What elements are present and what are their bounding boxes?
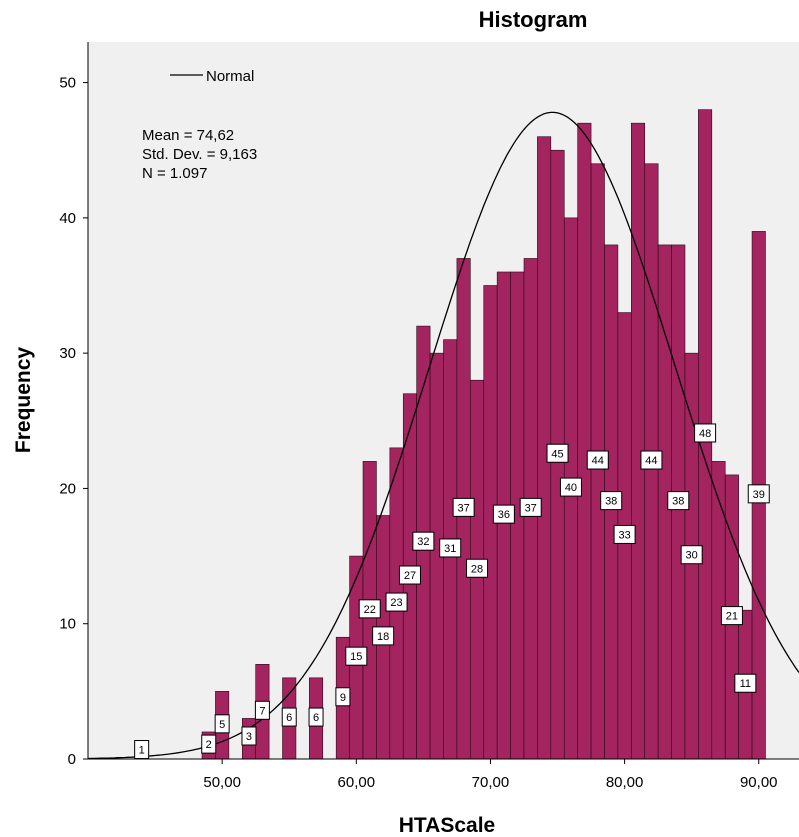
- data-label: 1: [139, 745, 145, 757]
- x-tick-label: 50,00: [203, 774, 241, 791]
- data-label-box: [372, 626, 395, 646]
- data-label-box: [385, 592, 408, 612]
- y-tick-label: 0: [68, 751, 76, 768]
- data-label: 18: [377, 631, 389, 643]
- data-label-box: [254, 700, 270, 720]
- data-label: 6: [313, 712, 319, 724]
- data-label-box: [613, 524, 636, 544]
- data-label-box: [640, 450, 663, 470]
- data-label-box: [412, 531, 435, 551]
- data-label-box: [586, 450, 609, 470]
- y-tick-label: 30: [59, 345, 76, 362]
- data-label-box: [201, 734, 217, 754]
- data-label: 39: [753, 489, 765, 501]
- data-label-box: [439, 538, 462, 558]
- data-label: 11: [740, 678, 751, 690]
- data-label: 30: [686, 550, 698, 562]
- data-label-box: [734, 673, 757, 693]
- data-label: 23: [390, 597, 402, 609]
- x-tick-label: 80,00: [606, 774, 644, 791]
- data-label-box: [694, 423, 717, 443]
- y-axis-title: Frequency: [12, 347, 35, 454]
- data-label: 31: [444, 543, 456, 555]
- data-label: 22: [364, 604, 376, 616]
- data-label: 9: [340, 692, 346, 704]
- data-label-box: [720, 606, 743, 626]
- data-label-box: [308, 707, 324, 727]
- data-label: 27: [404, 570, 416, 582]
- legend-label: Normal: [206, 68, 254, 85]
- data-label: 36: [498, 509, 510, 521]
- y-tick-label: 10: [59, 616, 76, 633]
- data-label-box: [667, 491, 690, 511]
- data-label: 45: [551, 448, 563, 460]
- data-label: 32: [417, 536, 429, 548]
- data-label-box: [600, 491, 623, 511]
- histogram-bar: [631, 122, 646, 760]
- stat-n: N = 1.097: [142, 165, 207, 182]
- y-tick-label: 20: [59, 480, 76, 497]
- data-label: 2: [206, 739, 212, 751]
- data-label: 44: [592, 455, 604, 467]
- data-label: 38: [605, 496, 617, 508]
- x-axis-title: HTAScale: [399, 814, 495, 837]
- data-label: 37: [525, 502, 537, 514]
- y-tick-label: 50: [59, 75, 76, 92]
- data-label-box: [345, 646, 368, 666]
- data-label-box: [241, 726, 257, 746]
- data-label: 48: [699, 428, 711, 440]
- data-label-box: [747, 484, 770, 504]
- x-tick-label: 90,00: [740, 774, 778, 791]
- stat-mean: Mean = 74,62: [142, 127, 234, 144]
- ticks-layer: 50,00 60,00 70,00 80,00 90,00 0 10 20 30 40 50: [59, 75, 777, 791]
- data-label-box: [281, 707, 297, 727]
- y-tick-label: 40: [59, 210, 76, 227]
- data-label: 40: [565, 482, 577, 494]
- data-label-box: [335, 687, 351, 707]
- data-label: 38: [672, 496, 684, 508]
- data-label: 5: [219, 719, 225, 731]
- data-label: 37: [457, 502, 469, 514]
- data-label-box: [398, 565, 421, 585]
- data-label-box: [452, 497, 475, 517]
- data-label-box: [358, 599, 381, 619]
- stat-std-dev: Std. Dev. = 9,163: [142, 146, 257, 163]
- data-label: 21: [726, 611, 738, 623]
- data-label-box: [492, 504, 515, 524]
- data-label-box: [214, 714, 230, 734]
- data-label-box: [559, 477, 582, 497]
- data-label: 44: [645, 455, 657, 467]
- data-label: 33: [618, 529, 630, 541]
- data-label: 7: [259, 705, 265, 717]
- chart-title: Histogram: [479, 7, 588, 32]
- x-tick-label: 60,00: [338, 774, 376, 791]
- data-label-box: [546, 443, 569, 463]
- data-label: 28: [471, 563, 483, 575]
- data-label-box: [466, 558, 489, 578]
- histogram-bar: [577, 122, 592, 760]
- data-label-box: [680, 545, 703, 565]
- data-label: 15: [350, 651, 362, 663]
- x-tick-label: 70,00: [472, 774, 510, 791]
- data-label: 6: [286, 712, 292, 724]
- data-label-box: [519, 497, 542, 517]
- data-label: 3: [246, 731, 252, 743]
